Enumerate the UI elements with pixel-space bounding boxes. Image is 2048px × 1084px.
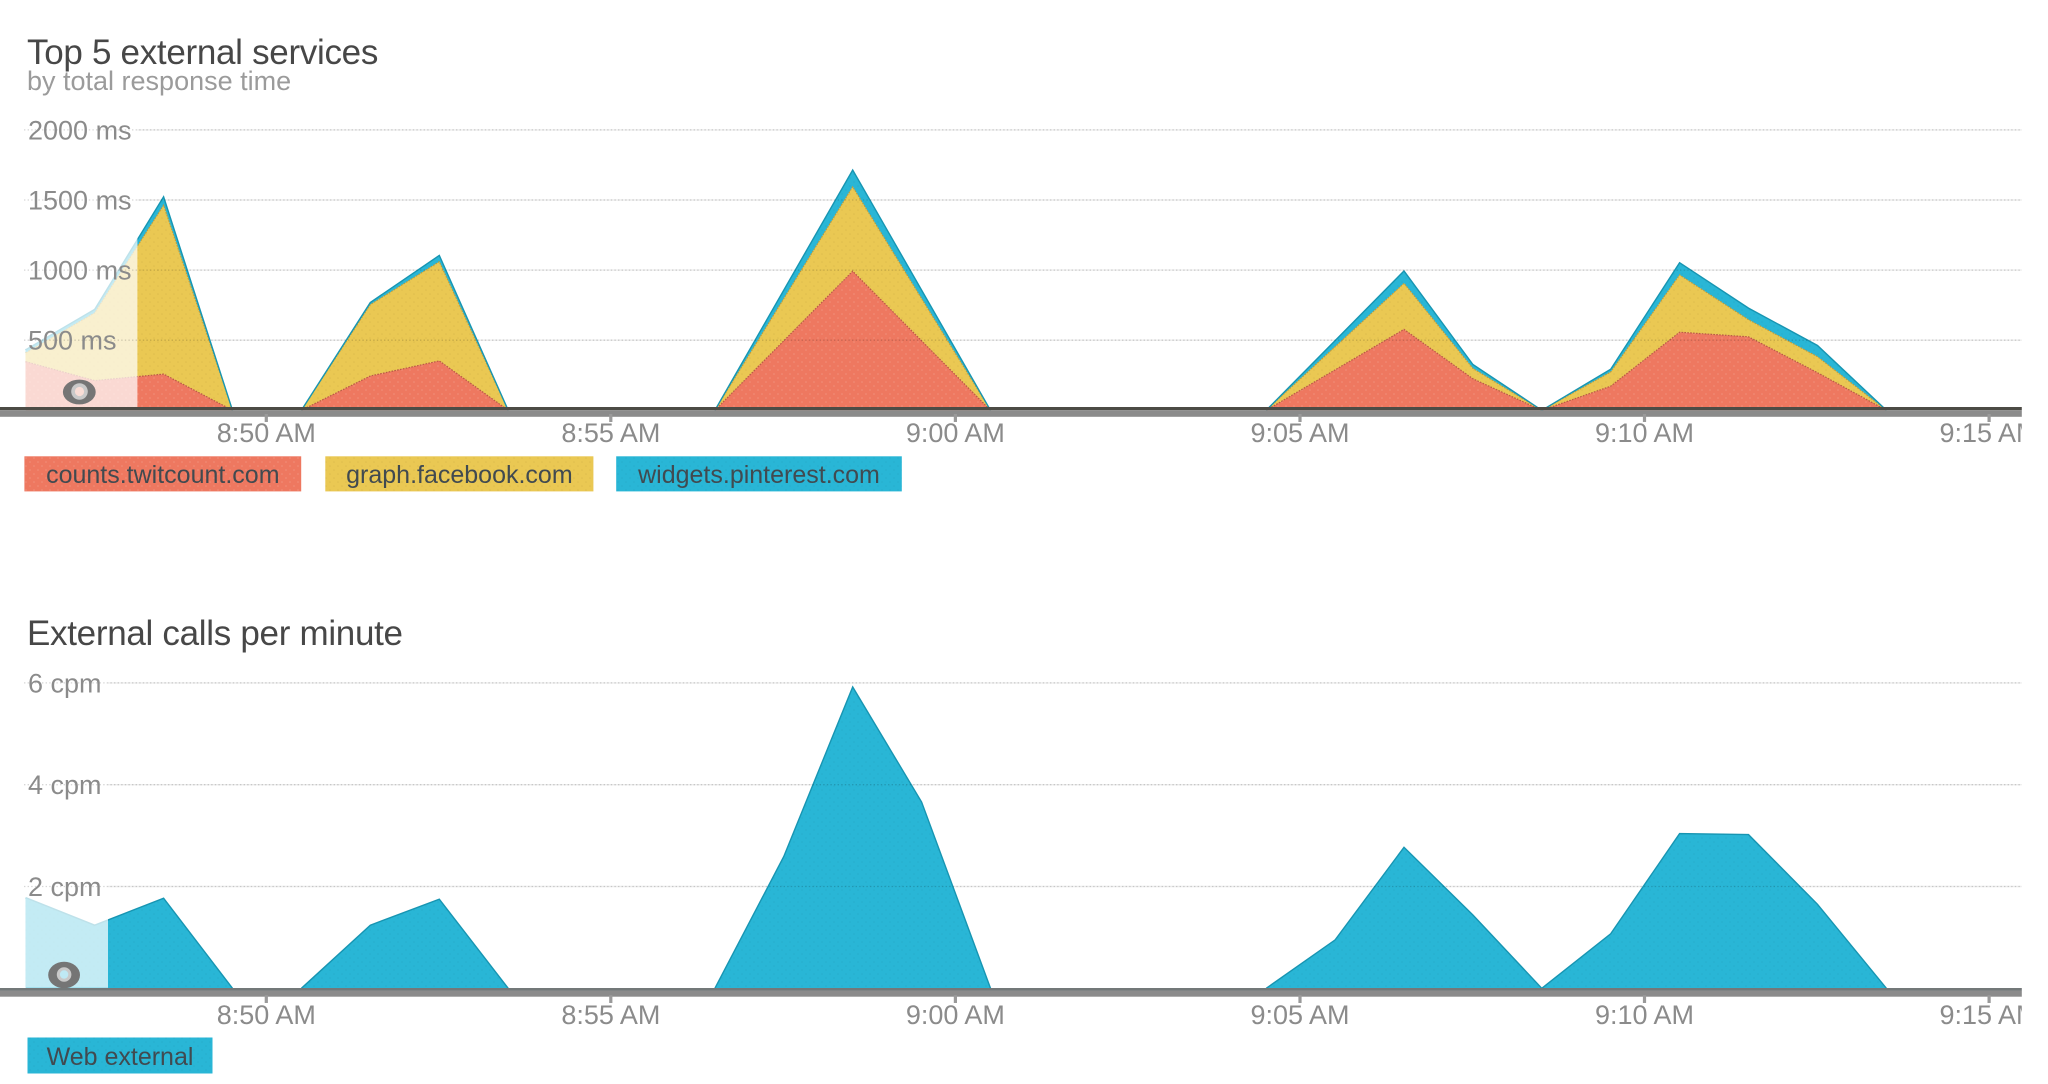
svg-text:9:05 AM: 9:05 AM	[1250, 418, 1349, 448]
svg-text:9:15 AM: 9:15 AM	[1939, 1000, 2038, 1030]
svg-text:counts.twitcount.com: counts.twitcount.com	[46, 461, 279, 489]
svg-text:widgets.pinterest.com: widgets.pinterest.com	[637, 461, 880, 489]
svg-text:9:10 AM: 9:10 AM	[1595, 1000, 1694, 1030]
svg-text:6 cpm: 6 cpm	[28, 668, 102, 698]
svg-text:9:15 AM: 9:15 AM	[1939, 418, 2038, 448]
svg-text:by total response time: by total response time	[27, 66, 291, 96]
svg-text:External calls per minute: External calls per minute	[27, 614, 403, 653]
svg-text:1000 ms: 1000 ms	[28, 256, 132, 286]
svg-text:9:10 AM: 9:10 AM	[1595, 418, 1694, 448]
svg-text:8:55 AM: 8:55 AM	[561, 1000, 660, 1030]
svg-text:8:50 AM: 8:50 AM	[217, 418, 316, 448]
svg-text:2000 ms: 2000 ms	[28, 115, 132, 145]
svg-text:9:00 AM: 9:00 AM	[906, 1000, 1005, 1030]
svg-text:Top 5 external services: Top 5 external services	[27, 33, 378, 72]
svg-text:1500 ms: 1500 ms	[28, 186, 132, 216]
svg-text:9:00 AM: 9:00 AM	[906, 418, 1005, 448]
svg-text:500 ms: 500 ms	[28, 326, 117, 356]
svg-text:graph.facebook.com: graph.facebook.com	[346, 461, 573, 489]
svg-text:2 cpm: 2 cpm	[28, 872, 102, 902]
svg-text:8:55 AM: 8:55 AM	[561, 418, 660, 448]
svg-text:9:05 AM: 9:05 AM	[1250, 1000, 1349, 1030]
svg-text:4 cpm: 4 cpm	[28, 770, 102, 800]
svg-text:Web external: Web external	[47, 1043, 194, 1071]
svg-text:8:50 AM: 8:50 AM	[217, 1000, 316, 1030]
